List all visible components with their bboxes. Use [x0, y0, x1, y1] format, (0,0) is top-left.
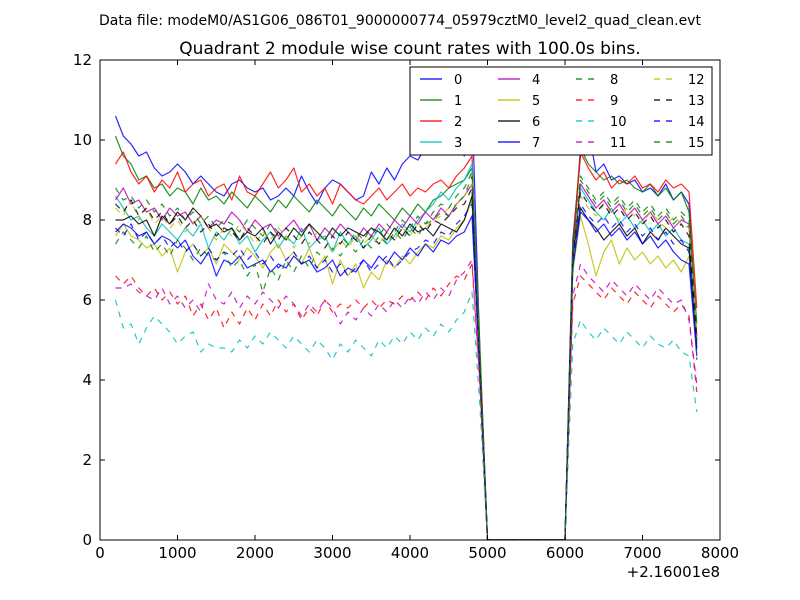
legend-label-2: 2 [454, 115, 462, 130]
legend-label-11: 11 [610, 136, 627, 151]
series-line-2 [114, 151, 698, 540]
x-tick-label: 4000 [391, 544, 429, 562]
legend-label-13: 13 [688, 94, 705, 109]
y-tick-label: 8 [82, 211, 92, 229]
plot-area: 0 1000 2000 3000 4000 5000 6000 7000 80000246810… [73, 51, 739, 562]
x-tick-label: 8000 [701, 544, 739, 562]
series-line-0 [114, 103, 698, 540]
series-line-3 [114, 163, 698, 540]
y-tick-label: 2 [82, 451, 92, 469]
legend-label-10: 10 [610, 115, 627, 130]
legend-label-9: 9 [610, 94, 618, 109]
legend-box [409, 66, 713, 156]
legend-label-7: 7 [532, 136, 540, 151]
series-group [114, 103, 698, 540]
legend-label-15: 15 [688, 136, 705, 151]
legend-label-3: 3 [454, 136, 462, 151]
x-tick-label: 2000 [236, 544, 274, 562]
legend-label-0: 0 [454, 73, 462, 88]
series-line-7 [115, 211, 698, 540]
x-tick-label: 5000 [468, 544, 506, 562]
x-tick-label: 3000 [313, 544, 351, 562]
series-line-14 [115, 203, 698, 540]
series-line-8 [114, 175, 698, 540]
legend-label-14: 14 [688, 115, 705, 130]
x-tick-label: 6000 [546, 544, 584, 562]
x-offset-label: +2.16001e8 [627, 563, 720, 581]
legend-label-12: 12 [688, 73, 705, 88]
series-line-9 [115, 263, 698, 540]
x-tick-label: 1000 [158, 544, 196, 562]
series-line-13 [115, 187, 698, 540]
y-tick-label: 4 [82, 371, 92, 389]
series-line-11 [115, 259, 698, 540]
series-line-5 [114, 199, 698, 540]
legend-label-5: 5 [532, 94, 540, 109]
series-line-10 [114, 291, 698, 540]
chart-title: Quadrant 2 module wise count rates with … [179, 39, 640, 59]
y-tick-label: 6 [82, 291, 92, 309]
legend-label-6: 6 [532, 115, 540, 130]
legend-label-4: 4 [532, 73, 540, 88]
y-tick-label: 10 [73, 131, 92, 149]
legend-label-8: 8 [610, 73, 618, 88]
x-tick-label: 0 [95, 544, 105, 562]
y-tick-label: 12 [73, 51, 92, 69]
series-line-4 [114, 183, 698, 540]
series-line-15 [114, 171, 698, 540]
series-line-6 [115, 195, 698, 540]
x-tick-label: 7000 [623, 544, 661, 562]
y-tick-label: 0 [82, 531, 92, 549]
suptitle: Data file: modeM0/AS1G06_086T01_90000007… [99, 13, 701, 29]
legend-label-1: 1 [454, 94, 462, 109]
